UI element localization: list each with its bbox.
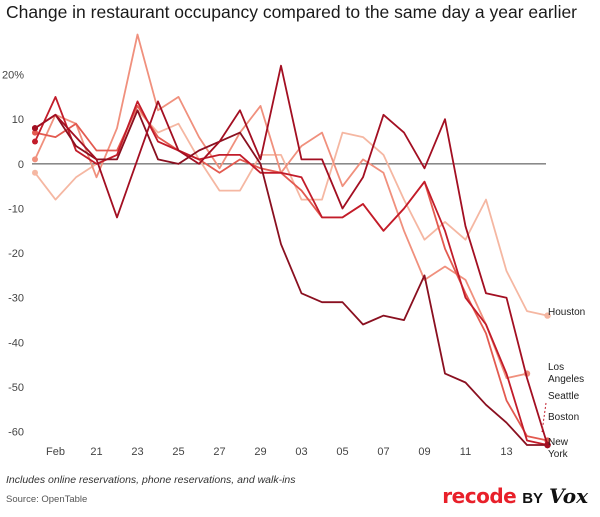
y-tick-label: -60 <box>8 427 24 439</box>
x-tick-label: 11 <box>460 446 471 458</box>
chart-title: Change in restaurant occupancy compared … <box>6 2 578 22</box>
x-tick-label: Feb <box>46 446 65 458</box>
y-tick-label: -50 <box>8 382 24 394</box>
x-tick-label: 09 <box>418 446 430 458</box>
line-chart: 20% 10 0 -10 -20 -30 -40 -50 -60 Feb 21 23 25 27 29 03… <box>2 33 585 460</box>
x-tick-label: 23 <box>131 446 143 458</box>
series-label: Boston <box>548 412 579 423</box>
x-axis-ticks: Feb 21 23 25 27 29 03 05 07 09 11 13 <box>46 446 513 458</box>
series-start-point <box>32 138 38 145</box>
series-label: Houston <box>548 307 585 318</box>
chart-note: Includes online reservations, phone rese… <box>6 474 296 486</box>
series-line <box>34 96 548 446</box>
series-label: York <box>548 449 569 460</box>
series-label: New <box>548 437 569 448</box>
brand-logo[interactable]: recode BY Vox <box>442 484 588 508</box>
vox-logo: Vox <box>549 484 588 508</box>
series-line <box>34 64 549 446</box>
series-label: Seattle <box>548 391 580 402</box>
chart-source: Source: OpenTable <box>6 494 88 505</box>
x-tick-label: 29 <box>254 446 266 458</box>
series-end-point <box>544 312 551 319</box>
y-tick-label: -30 <box>8 293 24 305</box>
x-tick-label: 05 <box>336 446 348 458</box>
series-label: Los <box>548 362 564 373</box>
x-tick-label: 21 <box>90 446 102 458</box>
y-tick-label: 20% <box>2 70 24 82</box>
brand-by-text: BY <box>522 490 544 507</box>
x-tick-label: 03 <box>295 446 307 458</box>
y-tick-label: 10 <box>12 114 24 126</box>
series-start-point <box>32 169 38 176</box>
x-tick-label: 25 <box>172 446 184 458</box>
series-start-point <box>32 129 38 136</box>
series-line <box>34 105 548 442</box>
series-lines <box>32 33 551 449</box>
x-tick-label: 27 <box>213 446 225 458</box>
y-tick-label: -20 <box>8 248 24 260</box>
x-tick-label: 07 <box>377 446 389 458</box>
y-tick-label: 0 <box>18 159 24 171</box>
series-start-point <box>32 125 38 132</box>
series-end-point <box>544 441 551 449</box>
y-tick-label: -10 <box>8 203 24 215</box>
seattle-label-leader <box>541 402 547 433</box>
y-tick-label: -40 <box>8 337 24 349</box>
series-label: Angeles <box>548 374 584 385</box>
series-start-point <box>32 156 38 163</box>
series-line <box>34 33 528 380</box>
recode-logo: recode <box>442 484 517 508</box>
series-line <box>34 109 548 446</box>
y-axis-ticks: 20% 10 0 -10 -20 -30 -40 -50 -60 <box>2 70 24 439</box>
x-tick-label: 13 <box>500 446 512 458</box>
